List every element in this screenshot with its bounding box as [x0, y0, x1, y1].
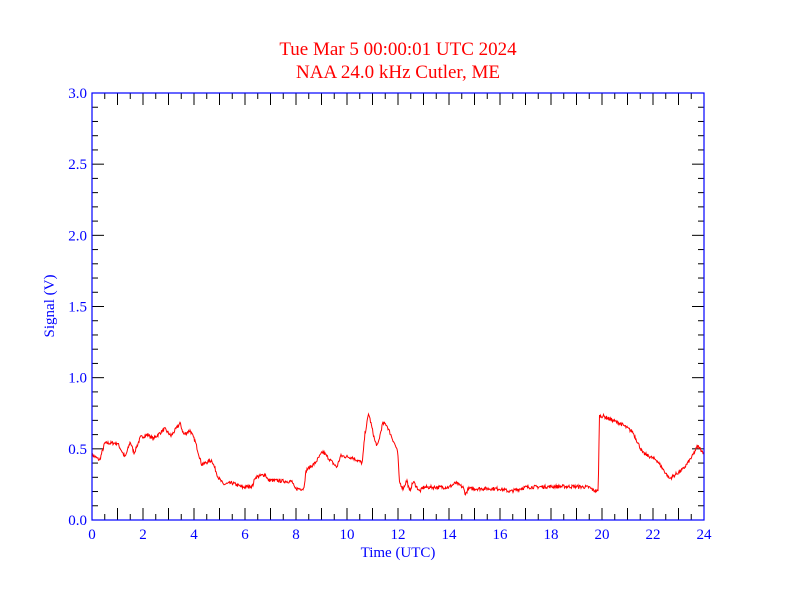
y-axis-label: Signal (V) [42, 275, 58, 338]
x-tick-label: 12 [391, 527, 406, 543]
signal-line [91, 412, 705, 496]
x-tick-labels: 0 2 4 6 8 10 12 14 16 18 20 22 24 [88, 527, 712, 543]
axis-ticks [91, 92, 705, 521]
x-tick-label: 10 [340, 527, 355, 543]
x-tick-label: 8 [292, 527, 300, 543]
y-tick-label: 1.0 [68, 371, 87, 387]
x-tick-label: 16 [493, 527, 509, 543]
y-tick-label: 2.0 [68, 228, 87, 244]
chart-subtitle: NAA 24.0 kHz Cutler, ME [296, 62, 500, 83]
x-axis-label: Time (UTC) [361, 545, 436, 561]
chart-title: Tue Mar 5 00:00:01 UTC 2024 [279, 39, 517, 60]
x-tick-label: 14 [442, 527, 458, 543]
plot-frame [91, 92, 705, 521]
x-tick-label: 4 [190, 527, 198, 543]
x-tick-label: 24 [697, 527, 713, 543]
y-tick-label: 0.5 [68, 442, 87, 458]
y-tick-label: 2.5 [68, 157, 87, 173]
x-tick-label: 6 [241, 527, 249, 543]
x-tick-label: 2 [139, 527, 147, 543]
y-tick-label: 3.0 [68, 86, 87, 102]
y-tick-labels: 0.0 0.5 1.0 1.5 2.0 2.5 3.0 [68, 86, 87, 529]
x-tick-label: 18 [544, 527, 559, 543]
x-tick-label: 22 [646, 527, 661, 543]
x-tick-label: 20 [595, 527, 610, 543]
y-tick-label: 1.5 [68, 300, 87, 316]
y-tick-label: 0.0 [68, 513, 87, 529]
x-tick-label: 0 [88, 527, 96, 543]
